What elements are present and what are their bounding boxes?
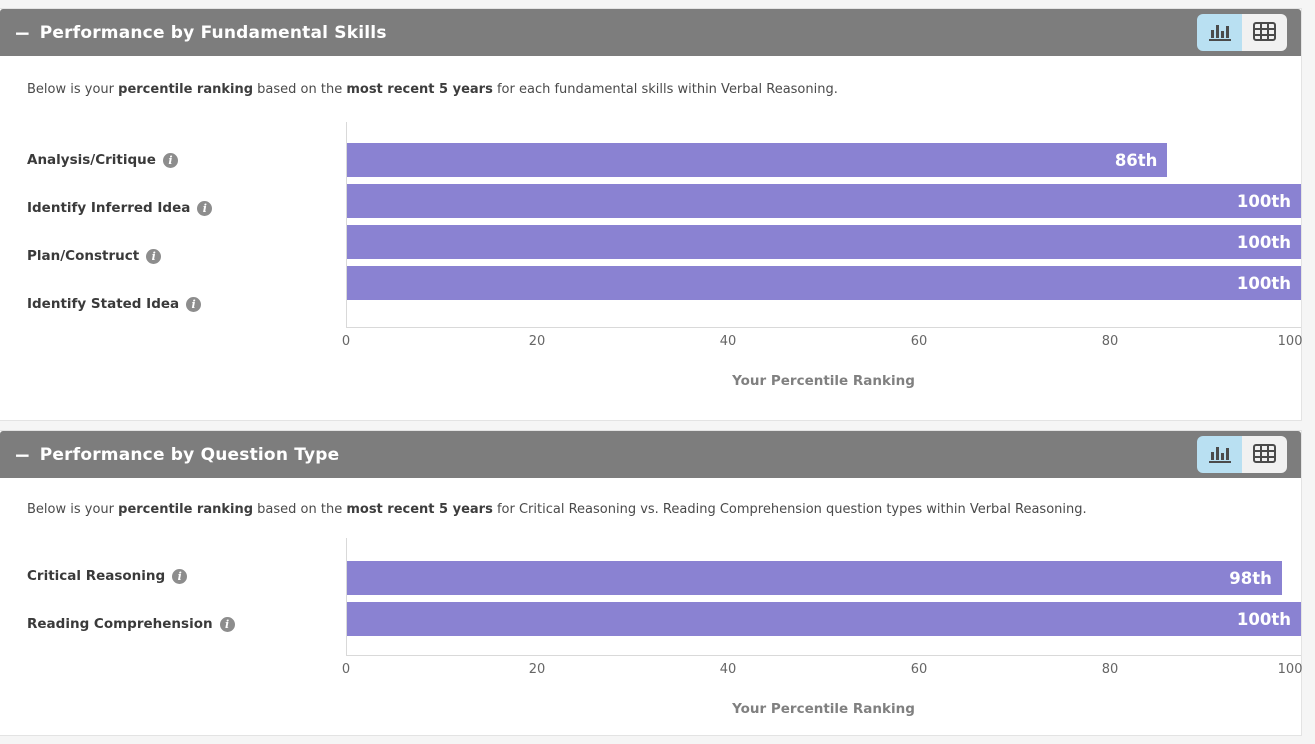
bar: 100th [347,225,1301,259]
category-label-text: Identify Stated Idea [27,296,180,312]
bar: 98th [347,561,1282,595]
category-label: Analysis/Critique i [0,136,346,184]
x-tick-label: 60 [910,334,928,349]
description-segment: Below is your [27,502,119,517]
x-tick-label: 20 [528,662,546,677]
category-label-text: Critical Reasoning [27,568,166,584]
table-view-button[interactable] [1242,14,1287,51]
description-segment: percentile ranking [118,82,254,97]
bar-value-label: 100th [1236,232,1291,252]
category-label: Identify Inferred Idea i [0,184,346,232]
x-tick-label: 80 [1101,334,1119,349]
collapse-minus-icon[interactable]: − [14,20,31,45]
bar-value-label: 100th [1236,191,1291,211]
panel-title: Performance by Fundamental Skills [39,22,387,43]
description-segment: percentile ranking [118,502,254,517]
bar: 100th [347,184,1301,218]
info-icon[interactable]: i [219,616,235,632]
category-label-text: Identify Inferred Idea [27,200,191,216]
bar-value-label: 98th [1229,568,1272,588]
info-icon[interactable]: i [146,248,162,264]
panel-header-fundamental-skills[interactable]: − Performance by Fundamental Skills [0,9,1301,56]
percentile-bar-chart: Analysis/Critique i Identify Inferred Idea… [0,122,1303,389]
category-label: Plan/Construct i [0,232,346,280]
bar-plot-area: 98th 100th [346,538,1301,656]
category-label-text: Reading Comprehension [27,616,213,632]
x-tick-label: 40 [719,662,737,677]
info-icon[interactable]: i [162,152,178,168]
category-label: Critical Reasoning i [0,552,346,600]
bar-plot-area: 86th 100th 100th 100th [346,122,1301,328]
bar: 100th [347,266,1301,300]
x-axis-title: Your Percentile Ranking [732,373,915,389]
bar-value-label: 100th [1236,609,1291,629]
view-toggle-group [1197,14,1287,51]
x-tick-label: 20 [528,334,546,349]
x-tick-label: 100 [1277,662,1303,677]
table-icon [1253,21,1276,44]
description-segment: for each fundamental skills within Verba… [492,82,838,97]
panel-question-type: − Performance by Question Type [0,430,1302,736]
info-icon[interactable]: i [186,296,202,312]
chart-description: Below is your percentile ranking based o… [27,502,1301,518]
category-label: Identify Stated Idea i [0,280,346,328]
chart-description: Below is your percentile ranking based o… [27,82,1301,98]
panel-title: Performance by Question Type [39,444,340,465]
category-label: Reading Comprehension i [0,600,346,648]
view-toggle-group [1197,436,1287,473]
x-axis-ticks: 0 20 40 60 80 100 [342,334,1303,349]
description-segment: most recent 5 years [346,502,493,517]
category-label-column: Critical Reasoning i Reading Comprehension… [0,538,346,656]
collapse-minus-icon[interactable]: − [14,442,31,467]
bar: 86th [347,143,1168,177]
x-axis-title: Your Percentile Ranking [732,701,915,717]
panel-header-question-type[interactable]: − Performance by Question Type [0,431,1301,478]
bar: 100th [347,602,1301,636]
info-icon[interactable]: i [197,200,213,216]
chart-view-button[interactable] [1197,436,1242,473]
category-label-text: Plan/Construct [27,248,140,264]
x-tick-label: 40 [719,334,737,349]
info-icon[interactable]: i [172,568,188,584]
x-tick-label: 80 [1101,662,1119,677]
x-axis-ticks: 0 20 40 60 80 100 [342,662,1303,677]
category-label-text: Analysis/Critique [27,152,156,168]
description-segment: based on the [253,502,347,517]
panel-body: Below is your percentile ranking based o… [0,56,1303,420]
bar-chart-icon [1208,444,1231,466]
description-segment: for Critical Reasoning vs. Reading Compr… [492,502,1087,517]
bar-value-label: 86th [1114,150,1158,170]
description-segment: based on the [253,82,347,97]
panel-fundamental-skills: − Performance by Fundamental Skills [0,8,1302,421]
x-tick-label: 0 [341,334,351,349]
panel-body: Below is your percentile ranking based o… [0,478,1303,735]
table-view-button[interactable] [1242,436,1287,473]
chart-view-button[interactable] [1197,14,1242,51]
description-segment: most recent 5 years [346,82,493,97]
x-tick-label: 60 [910,662,928,677]
x-tick-label: 100 [1277,334,1303,349]
x-tick-label: 0 [341,662,351,677]
description-segment: Below is your [27,82,119,97]
table-icon [1253,443,1276,466]
bar-value-label: 100th [1236,273,1291,293]
bar-chart-icon [1208,22,1231,44]
percentile-bar-chart: Critical Reasoning i Reading Comprehension… [0,538,1303,717]
category-label-column: Analysis/Critique i Identify Inferred Idea… [0,122,346,328]
